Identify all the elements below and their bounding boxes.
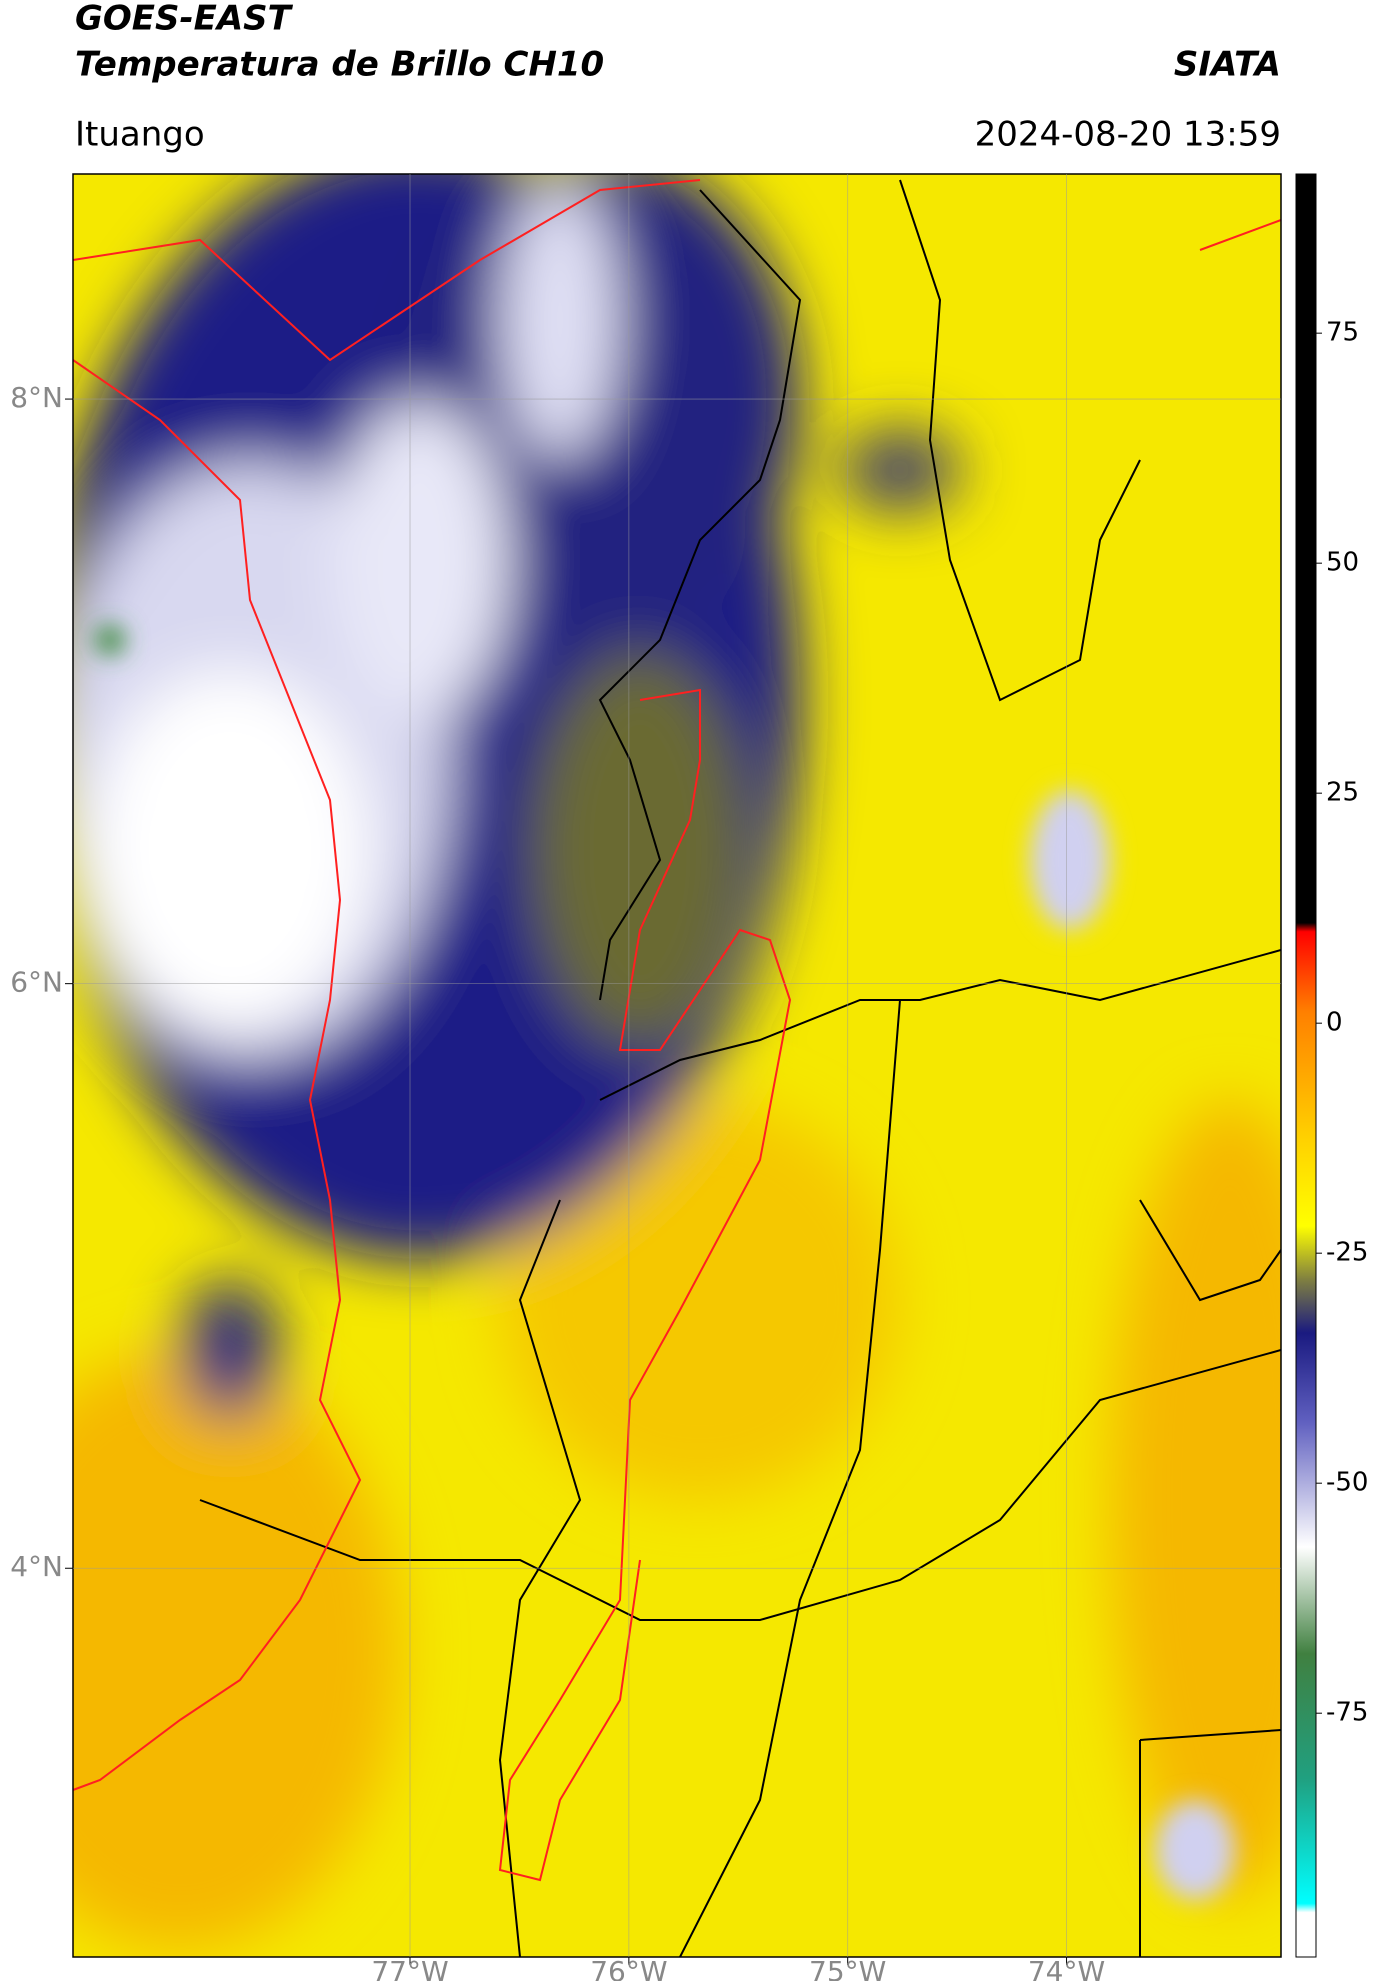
- colorbar-tick-label: 75: [1326, 318, 1359, 348]
- colorbar-tick-label: -75: [1326, 1698, 1368, 1728]
- source: SIATA: [1174, 45, 1281, 85]
- lat-tick-label: 4°N: [10, 1550, 63, 1583]
- lon-tick-label: 74°W: [1028, 1955, 1105, 1981]
- colorbar-tick-label: -50: [1326, 1468, 1368, 1498]
- map-frame: [72, 173, 1282, 1958]
- map-image: [73, 174, 1281, 1957]
- subtitle: Temperatura de Brillo CH10: [75, 45, 604, 85]
- colorbar-tick-label: -25: [1326, 1238, 1368, 1268]
- lat-tick-label: 6°N: [10, 966, 63, 999]
- title: GOES-EAST: [75, 0, 294, 39]
- datetime: 2024-08-20 13:59: [975, 115, 1281, 155]
- colorbar-tick-label: 50: [1326, 548, 1359, 578]
- lon-tick-label: 75°W: [809, 1955, 886, 1981]
- lon-tick-label: 76°W: [590, 1955, 667, 1981]
- colorbar-tick-label: 25: [1326, 778, 1359, 808]
- lat-tick-label: 8°N: [10, 381, 63, 414]
- location: Ituango: [75, 115, 205, 155]
- colorbar-tick-label: 0: [1326, 1008, 1343, 1038]
- lon-tick-label: 77°W: [371, 1955, 448, 1981]
- colorbar: [1295, 173, 1317, 1958]
